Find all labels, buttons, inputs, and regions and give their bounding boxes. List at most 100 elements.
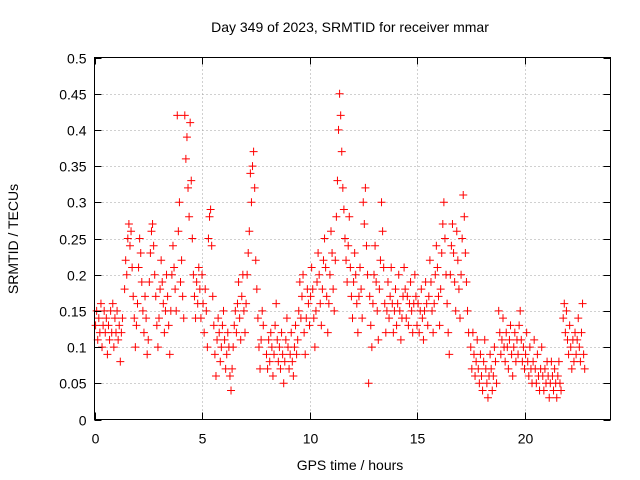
- x-tick-label: 5: [199, 431, 207, 447]
- data-point: [268, 372, 277, 381]
- data-point: [131, 343, 140, 352]
- data-point: [436, 285, 445, 294]
- data-point: [210, 350, 219, 359]
- data-point: [178, 292, 187, 301]
- data-point: [218, 321, 227, 330]
- data-point: [439, 198, 448, 207]
- data-point: [266, 328, 275, 337]
- data-point: [411, 292, 420, 301]
- data-point: [395, 306, 404, 315]
- data-point: [337, 147, 346, 156]
- data-point: [294, 306, 303, 315]
- data-point: [445, 350, 454, 359]
- data-point: [547, 357, 556, 366]
- data-point: [438, 220, 447, 229]
- data-point: [476, 350, 485, 359]
- data-point: [387, 263, 396, 272]
- data-point: [486, 350, 495, 359]
- data-point: [92, 306, 101, 315]
- data-point: [152, 321, 161, 330]
- data-point: [378, 227, 387, 236]
- data-point: [322, 292, 331, 301]
- data-point: [306, 292, 315, 301]
- data-point: [401, 285, 410, 294]
- data-point: [194, 263, 203, 272]
- data-point: [201, 285, 210, 294]
- data-point: [373, 306, 382, 315]
- data-point: [457, 270, 466, 279]
- data-point: [340, 234, 349, 243]
- data-point: [181, 154, 190, 163]
- data-point: [333, 176, 342, 185]
- data-point: [129, 292, 138, 301]
- data-point: [413, 321, 421, 330]
- data-point: [574, 314, 583, 323]
- data-point: [377, 198, 386, 207]
- data-point: [382, 306, 391, 315]
- data-point: [381, 328, 390, 337]
- data-point: [524, 372, 533, 381]
- y-tick-label: 0.35: [59, 159, 86, 175]
- data-point: [150, 270, 159, 279]
- data-point: [241, 328, 249, 337]
- data-point: [245, 227, 254, 236]
- data-point: [420, 306, 429, 315]
- data-point: [143, 350, 152, 359]
- data-point: [211, 372, 220, 381]
- y-tick-label: 0.1: [67, 340, 87, 356]
- data-point: [418, 314, 427, 323]
- data-point: [532, 379, 541, 388]
- data-point: [225, 372, 234, 381]
- data-point: [430, 299, 439, 308]
- data-point: [419, 335, 428, 344]
- data-point: [180, 111, 189, 120]
- data-point: [234, 277, 243, 286]
- data-point: [297, 292, 306, 301]
- data-point: [289, 372, 298, 381]
- data-point: [237, 292, 246, 301]
- data-point: [148, 220, 157, 229]
- data-point: [472, 357, 481, 366]
- data-point: [501, 357, 510, 366]
- data-point: [115, 321, 124, 330]
- data-point: [228, 364, 237, 373]
- data-point: [282, 314, 291, 323]
- data-point: [451, 306, 460, 315]
- x-tick-label: 15: [410, 431, 426, 447]
- data-point: [578, 299, 587, 308]
- y-tick-labels: 0 0.05 0.1 0.15 0.2 0.25 0.3 0.35 0.4 0.45 0.5: [59, 51, 86, 429]
- data-point: [359, 198, 368, 207]
- data-point: [273, 335, 282, 344]
- data-point: [402, 314, 411, 323]
- chart-title: Day 349 of 2023, SRMTID for receiver mma…: [211, 19, 489, 35]
- data-point: [196, 314, 205, 323]
- data-point: [258, 306, 267, 315]
- data-point: [509, 343, 518, 352]
- data-point: [242, 299, 251, 308]
- data-point: [182, 133, 191, 142]
- data-point: [428, 306, 437, 315]
- data-point: [336, 111, 345, 120]
- data-point: [424, 292, 433, 301]
- data-point: [278, 350, 287, 359]
- data-point: [230, 321, 239, 330]
- data-point: [219, 306, 228, 315]
- data-point: [108, 299, 117, 308]
- data-point: [561, 328, 570, 337]
- data-point: [374, 335, 383, 344]
- data-point: [299, 270, 308, 279]
- data-point: [460, 212, 469, 221]
- data-point: [206, 205, 215, 214]
- data-point: [492, 379, 501, 388]
- data-point: [354, 292, 363, 301]
- data-point: [422, 299, 431, 308]
- data-point: [463, 306, 472, 315]
- data-point: [327, 227, 335, 236]
- data-point: [432, 241, 441, 250]
- data-point: [425, 256, 434, 265]
- data-point: [139, 328, 148, 337]
- data-point: [250, 183, 259, 192]
- data-point: [205, 212, 214, 221]
- data-point: [580, 364, 589, 373]
- data-point: [175, 198, 184, 207]
